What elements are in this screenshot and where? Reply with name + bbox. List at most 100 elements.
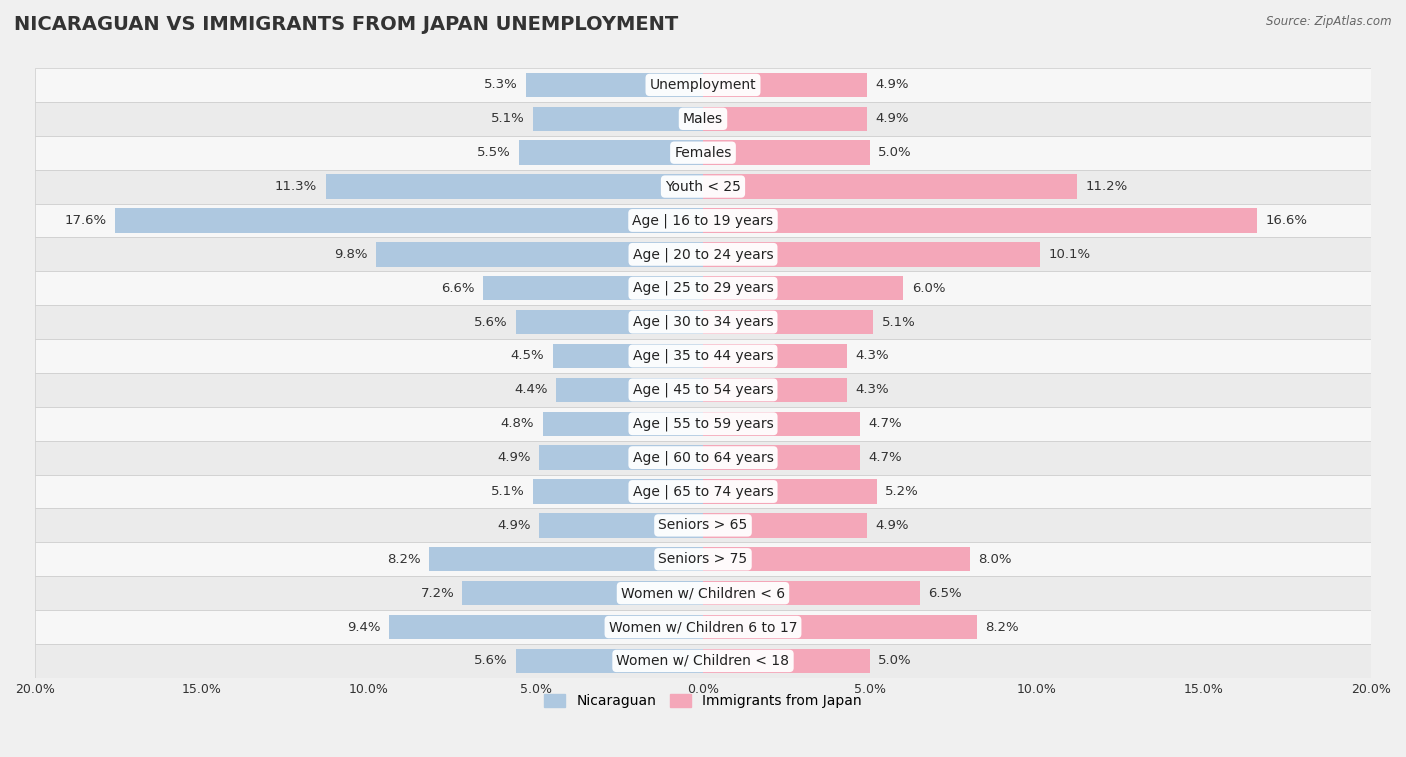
Bar xyxy=(35,238,1371,271)
Bar xyxy=(35,170,1371,204)
Bar xyxy=(540,445,703,470)
Bar xyxy=(35,136,1371,170)
Text: 4.9%: 4.9% xyxy=(498,519,531,532)
Bar xyxy=(516,649,703,673)
Bar xyxy=(35,102,1371,136)
Text: Youth < 25: Youth < 25 xyxy=(665,179,741,194)
Text: Age | 20 to 24 years: Age | 20 to 24 years xyxy=(633,247,773,262)
Text: 9.8%: 9.8% xyxy=(333,248,367,261)
Bar xyxy=(703,208,1257,232)
Bar xyxy=(543,412,703,436)
Text: 5.0%: 5.0% xyxy=(879,654,912,668)
Text: 5.1%: 5.1% xyxy=(882,316,915,329)
Bar xyxy=(326,174,703,199)
Text: 4.4%: 4.4% xyxy=(515,383,548,397)
Bar xyxy=(35,475,1371,509)
Text: NICARAGUAN VS IMMIGRANTS FROM JAPAN UNEMPLOYMENT: NICARAGUAN VS IMMIGRANTS FROM JAPAN UNEM… xyxy=(14,15,678,34)
Bar xyxy=(35,407,1371,441)
Text: 8.2%: 8.2% xyxy=(986,621,1019,634)
Bar xyxy=(389,615,703,639)
Text: Males: Males xyxy=(683,112,723,126)
Bar xyxy=(115,208,703,232)
Text: 16.6%: 16.6% xyxy=(1265,214,1308,227)
Bar xyxy=(703,310,873,335)
Bar xyxy=(540,513,703,537)
Text: 4.7%: 4.7% xyxy=(869,417,903,430)
Bar xyxy=(35,509,1371,542)
Text: 7.2%: 7.2% xyxy=(420,587,454,600)
Bar xyxy=(35,68,1371,102)
Text: 5.3%: 5.3% xyxy=(484,79,517,92)
Bar xyxy=(703,412,860,436)
Legend: Nicaraguan, Immigrants from Japan: Nicaraguan, Immigrants from Japan xyxy=(538,689,868,714)
Text: Women w/ Children < 6: Women w/ Children < 6 xyxy=(621,586,785,600)
Bar xyxy=(703,615,977,639)
Text: 6.5%: 6.5% xyxy=(928,587,962,600)
Bar xyxy=(35,271,1371,305)
Text: 9.4%: 9.4% xyxy=(347,621,381,634)
Text: 4.5%: 4.5% xyxy=(510,350,544,363)
Bar xyxy=(703,445,860,470)
Text: 4.9%: 4.9% xyxy=(875,112,908,126)
Bar xyxy=(35,610,1371,644)
Bar xyxy=(703,141,870,165)
Text: 4.9%: 4.9% xyxy=(875,79,908,92)
Bar xyxy=(35,542,1371,576)
Bar xyxy=(703,649,870,673)
Bar xyxy=(553,344,703,368)
Bar xyxy=(703,344,846,368)
Bar xyxy=(35,576,1371,610)
Text: 8.0%: 8.0% xyxy=(979,553,1012,565)
Bar xyxy=(703,242,1040,266)
Text: 10.1%: 10.1% xyxy=(1049,248,1091,261)
Text: Seniors > 75: Seniors > 75 xyxy=(658,553,748,566)
Bar xyxy=(35,441,1371,475)
Text: 8.2%: 8.2% xyxy=(387,553,420,565)
Text: 5.1%: 5.1% xyxy=(491,112,524,126)
Text: 6.6%: 6.6% xyxy=(440,282,474,294)
Text: 5.5%: 5.5% xyxy=(477,146,510,159)
Bar xyxy=(703,276,904,301)
Text: 5.6%: 5.6% xyxy=(474,654,508,668)
Bar xyxy=(375,242,703,266)
Bar xyxy=(519,141,703,165)
Bar xyxy=(35,373,1371,407)
Text: 4.9%: 4.9% xyxy=(875,519,908,532)
Bar xyxy=(703,479,877,503)
Bar xyxy=(533,107,703,131)
Text: 11.3%: 11.3% xyxy=(276,180,318,193)
Text: Age | 35 to 44 years: Age | 35 to 44 years xyxy=(633,349,773,363)
Text: Source: ZipAtlas.com: Source: ZipAtlas.com xyxy=(1267,15,1392,28)
Text: Unemployment: Unemployment xyxy=(650,78,756,92)
Bar xyxy=(703,174,1077,199)
Text: 4.9%: 4.9% xyxy=(498,451,531,464)
Bar xyxy=(482,276,703,301)
Bar xyxy=(703,107,866,131)
Text: 4.8%: 4.8% xyxy=(501,417,534,430)
Text: Seniors > 65: Seniors > 65 xyxy=(658,519,748,532)
Bar xyxy=(555,378,703,402)
Bar xyxy=(703,547,970,572)
Bar xyxy=(429,547,703,572)
Text: Females: Females xyxy=(675,145,731,160)
Text: 11.2%: 11.2% xyxy=(1085,180,1128,193)
Bar xyxy=(516,310,703,335)
Text: Women w/ Children 6 to 17: Women w/ Children 6 to 17 xyxy=(609,620,797,634)
Text: Age | 45 to 54 years: Age | 45 to 54 years xyxy=(633,382,773,397)
Bar xyxy=(703,73,866,97)
Bar xyxy=(526,73,703,97)
Text: Age | 25 to 29 years: Age | 25 to 29 years xyxy=(633,281,773,295)
Text: Age | 65 to 74 years: Age | 65 to 74 years xyxy=(633,484,773,499)
Text: 4.3%: 4.3% xyxy=(855,383,889,397)
Text: 5.6%: 5.6% xyxy=(474,316,508,329)
Text: 5.0%: 5.0% xyxy=(879,146,912,159)
Text: Age | 55 to 59 years: Age | 55 to 59 years xyxy=(633,416,773,431)
Text: Women w/ Children < 18: Women w/ Children < 18 xyxy=(616,654,790,668)
Text: 17.6%: 17.6% xyxy=(65,214,107,227)
Bar xyxy=(35,644,1371,678)
Text: 4.7%: 4.7% xyxy=(869,451,903,464)
Text: 6.0%: 6.0% xyxy=(911,282,945,294)
Bar xyxy=(703,513,866,537)
Bar xyxy=(703,581,920,606)
Text: Age | 16 to 19 years: Age | 16 to 19 years xyxy=(633,213,773,228)
